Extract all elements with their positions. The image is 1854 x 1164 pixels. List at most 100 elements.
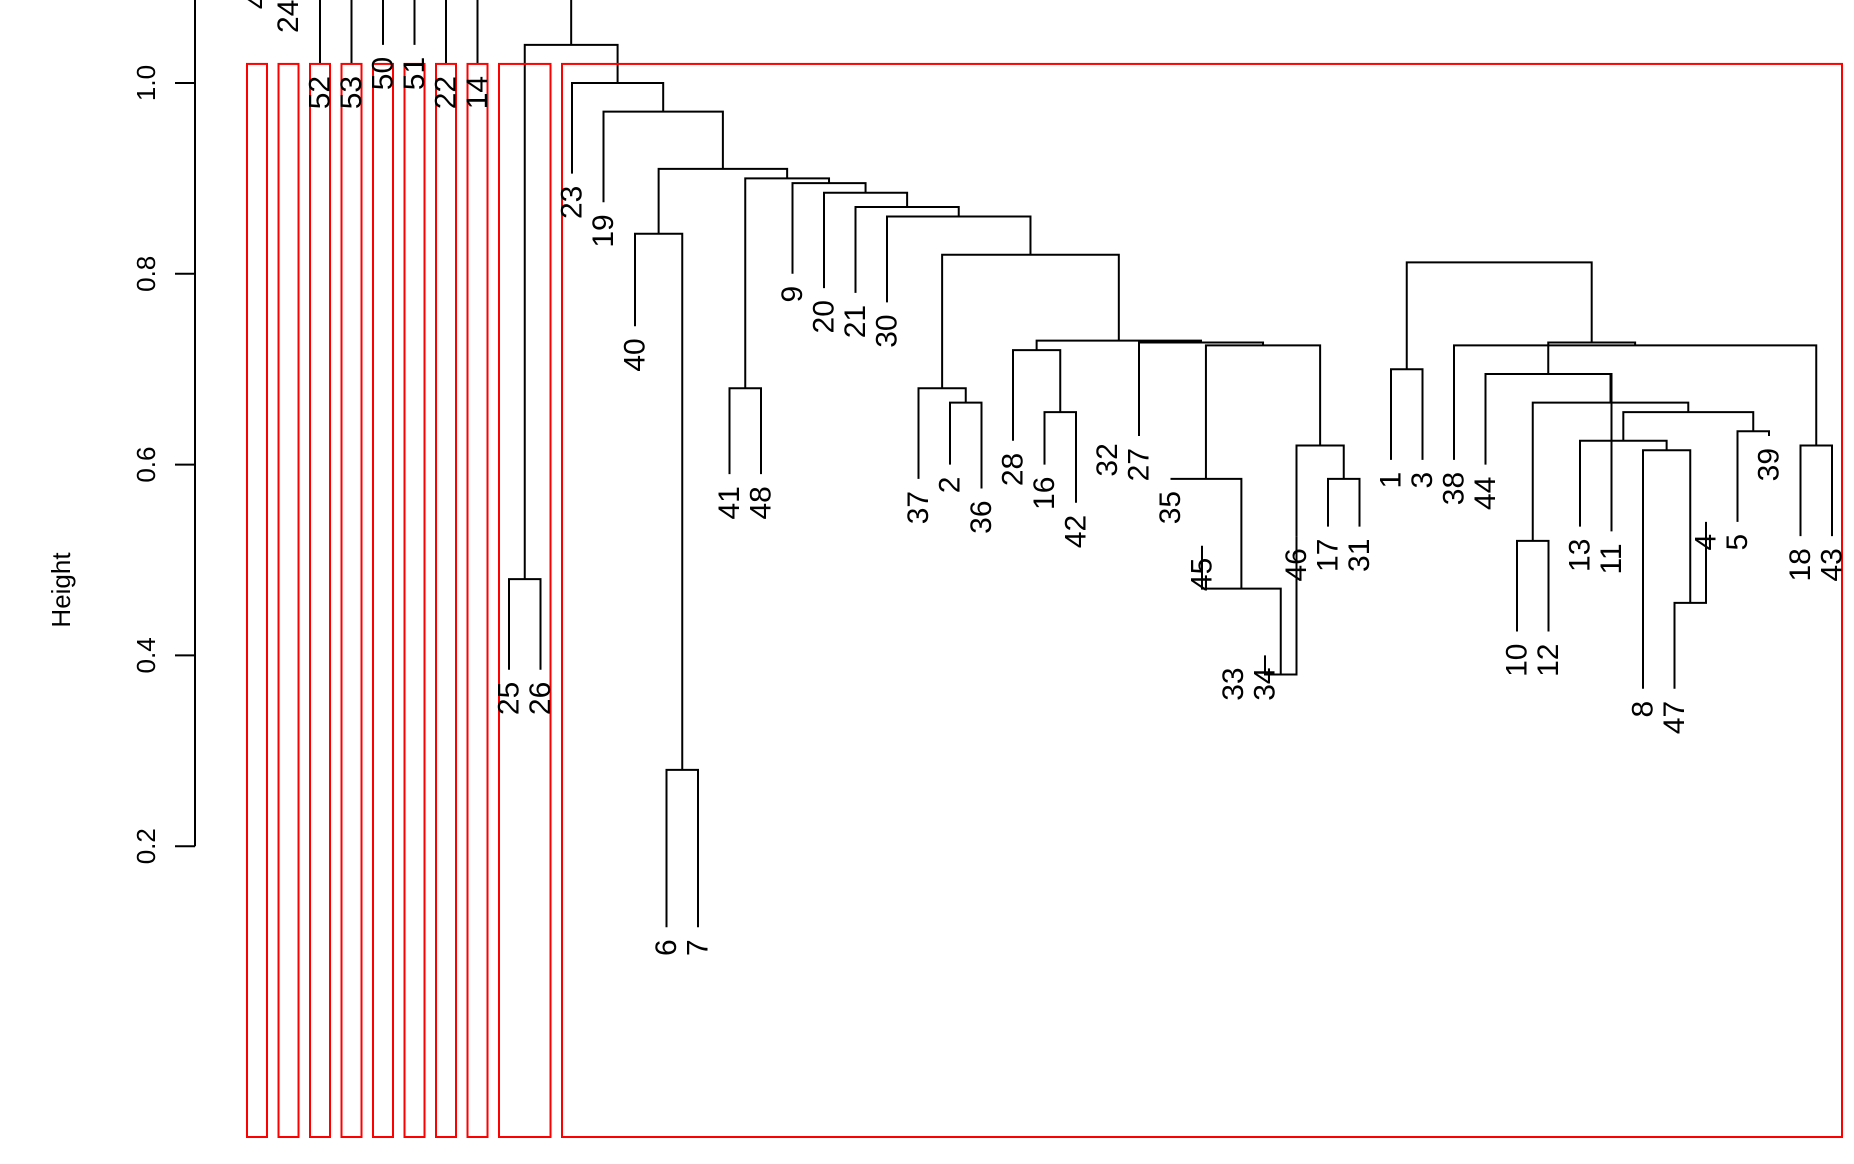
dendrogram-branch — [602, 110, 724, 203]
leaf-label: 40 — [619, 338, 652, 371]
cluster-box — [246, 62, 268, 1138]
leaf-label: 25 — [493, 682, 526, 715]
dendrogram-branch — [941, 253, 1120, 389]
leaf-label: 35 — [1154, 491, 1187, 524]
leaf-label: 33 — [1217, 667, 1250, 700]
leaf-label: 5 — [1721, 534, 1754, 551]
leaf-label: 9 — [776, 286, 809, 303]
dendrogram-branch — [1390, 368, 1424, 460]
leaf-label: 19 — [587, 214, 620, 247]
leaf-label: 21 — [839, 305, 872, 338]
dendrogram-branch — [1295, 444, 1345, 537]
cluster-box — [498, 62, 552, 1138]
leaf-label: 37 — [902, 491, 935, 524]
dendrogram-branch — [1516, 539, 1550, 632]
dendrogram-branch — [319, 0, 353, 64]
leaf-label: 31 — [1343, 539, 1376, 572]
leaf-label: 7 — [682, 939, 715, 956]
leaf-label: 23 — [556, 186, 589, 219]
leaf-label: 6 — [650, 939, 683, 956]
dendrogram-branch — [886, 215, 1032, 303]
cluster-box — [340, 62, 363, 1138]
dendrogram-branch — [413, 0, 416, 45]
dendrogram-branch — [1799, 444, 1833, 537]
y-tick-label: 1.0 — [131, 65, 161, 101]
dendrogram-branch — [1204, 344, 1322, 479]
cluster-box — [372, 62, 394, 1138]
leaf-label: 12 — [1532, 644, 1565, 677]
dendrogram-branch — [1484, 372, 1612, 465]
y-axis: 0.20.40.60.81.01.2 — [131, 0, 196, 864]
leaf-label: 30 — [871, 314, 904, 347]
leaf-label: 1 — [1375, 472, 1408, 489]
dendrogram-branch — [1609, 372, 1613, 532]
leaf-label: 51 — [398, 57, 431, 90]
dendrogram-branch — [508, 578, 542, 670]
leaf-label: 48 — [745, 486, 778, 519]
leaf-label: 32 — [1091, 443, 1124, 476]
leaf-label: 39 — [1753, 448, 1786, 481]
leaf-label: 49 — [241, 0, 274, 9]
cluster-box — [277, 62, 300, 1138]
leaf-label: 28 — [997, 453, 1030, 486]
leaf-label: 36 — [965, 500, 998, 533]
dendrogram-branch — [1547, 341, 1637, 374]
leaf-label: 17 — [1312, 539, 1345, 572]
dendrogram-branch — [1405, 261, 1593, 370]
leaf-label: 20 — [808, 300, 841, 333]
leaf-label: 34 — [1249, 667, 1282, 700]
leaf-label: 11 — [1595, 543, 1628, 574]
leaf-label: 16 — [1028, 477, 1061, 510]
dendrogram-branch — [476, 0, 573, 64]
dendrogram-branch — [665, 768, 699, 928]
leaf-label: 10 — [1501, 644, 1534, 677]
leaf-label: 14 — [461, 76, 494, 109]
leaf-label: 38 — [1438, 472, 1471, 505]
dendrogram-branch — [728, 387, 762, 475]
cluster-box — [403, 62, 426, 1138]
leaf-label: 43 — [1816, 548, 1849, 581]
dendrogram-tree — [319, 0, 1833, 928]
cluster-box — [561, 62, 1843, 1138]
dendrogram-branch — [1327, 477, 1361, 527]
dendrogram-branch — [571, 82, 665, 174]
cluster-boxes — [246, 62, 1843, 1138]
y-tick-label: 0.4 — [131, 637, 161, 673]
dendrogram-branch — [1012, 349, 1062, 441]
dendrogram-branch — [1622, 411, 1755, 441]
cluster-box — [466, 62, 489, 1138]
dendrogram-branch — [445, 0, 447, 64]
leaf-label: 2 — [934, 477, 967, 494]
cluster-box — [309, 62, 331, 1138]
y-tick-label: 0.8 — [131, 256, 161, 292]
leaf-label: 27 — [1123, 448, 1156, 481]
leaf-label: 8 — [1627, 701, 1660, 718]
leaf-labels: 4924525350512214252623194067414892021303… — [241, 0, 1849, 956]
leaf-label: 45 — [1186, 558, 1219, 591]
y-tick-label: 0.2 — [131, 828, 161, 864]
leaf-label: 26 — [524, 682, 557, 715]
dendrogram-branch — [1579, 439, 1668, 527]
leaf-label: 46 — [1280, 548, 1313, 581]
leaf-label: 13 — [1564, 539, 1597, 572]
leaf-label: 3 — [1406, 472, 1439, 489]
leaf-label: 22 — [430, 76, 463, 109]
dendrogram-branch — [634, 232, 684, 770]
y-tick-label: 0.6 — [131, 447, 161, 483]
leaf-label: 24 — [272, 0, 305, 33]
leaf-label: 4 — [1690, 534, 1723, 551]
dendrogram-branch — [382, 0, 384, 45]
leaf-label: 41 — [713, 486, 746, 519]
dendrogram-branch — [1138, 341, 1265, 436]
leaf-label: 52 — [304, 76, 337, 109]
leaf-label: 44 — [1469, 477, 1502, 510]
dendrogram-branch — [1170, 477, 1243, 589]
dendrogram-branch — [1642, 449, 1692, 689]
leaf-label: 42 — [1060, 515, 1093, 548]
leaf-label: 47 — [1658, 701, 1691, 734]
y-axis-label: Height — [46, 552, 76, 628]
dendrogram-branch — [744, 177, 831, 389]
dendrogram-branch — [949, 401, 983, 489]
leaf-label: 50 — [367, 57, 400, 90]
